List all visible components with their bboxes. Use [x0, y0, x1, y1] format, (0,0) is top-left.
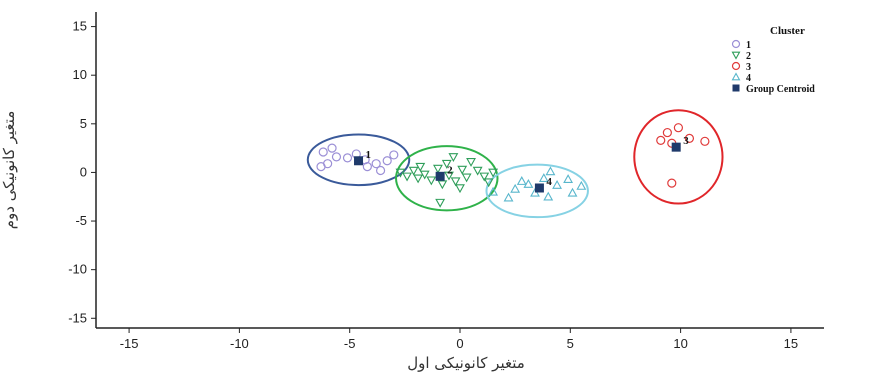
- legend-title: Cluster: [770, 25, 805, 37]
- x-tick-label: 10: [673, 336, 687, 351]
- y-tick-label: -15: [68, 310, 87, 325]
- cluster-2-point: [408, 166, 419, 176]
- y-tick-label: 0: [80, 164, 87, 179]
- cluster-1-point: [318, 147, 328, 157]
- cluster-2-point: [444, 171, 454, 181]
- cluster-3-point: [700, 136, 710, 146]
- cluster-4-point: [576, 180, 587, 190]
- cluster-4-point: [488, 186, 499, 196]
- cluster-3-point: [656, 135, 666, 145]
- cluster-4-point: [552, 179, 563, 189]
- cluster-2-point: [448, 153, 459, 163]
- cluster-2-point: [433, 164, 443, 174]
- cluster-2-point: [455, 184, 465, 194]
- cluster-2-point: [450, 177, 461, 187]
- cluster-4-point: [538, 173, 549, 183]
- y-tick-label: -10: [68, 262, 87, 277]
- cluster-1-centroid-label: 1: [366, 149, 372, 161]
- cluster-4-centroid: [534, 183, 544, 193]
- cluster-2-point: [402, 172, 412, 182]
- cluster-4-point: [563, 174, 574, 183]
- x-tick-label: -5: [344, 336, 356, 351]
- cluster-4-point: [516, 176, 527, 185]
- y-tick-label: -5: [75, 213, 87, 228]
- legend-marker-4: [731, 72, 741, 81]
- legend-marker-1: [731, 39, 741, 49]
- cluster-3-centroid: [671, 142, 681, 152]
- cluster-2-point: [426, 176, 437, 186]
- cluster-ellipses: [306, 109, 724, 219]
- cluster-1-point: [389, 150, 399, 160]
- cluster-2-point: [437, 180, 448, 190]
- y-axis-title: متغیر کانونیکی دوم: [0, 111, 18, 229]
- y-tick-label: 10: [73, 67, 87, 82]
- legend-label: 4: [746, 73, 751, 84]
- cluster-3-point: [684, 133, 695, 143]
- cluster-2-point: [472, 166, 483, 176]
- cluster-1-point: [371, 159, 381, 169]
- x-tick-label: 5: [567, 336, 574, 351]
- cluster-4-point: [523, 178, 534, 188]
- cluster-4-point: [510, 183, 521, 193]
- cluster-3-point: [667, 178, 677, 188]
- legend-label: 1: [746, 40, 751, 51]
- cluster-1-point: [323, 159, 333, 169]
- legend-marker-Group Centroid: [732, 84, 740, 92]
- cluster-4-ellipse: [485, 163, 589, 219]
- cluster-2-point: [488, 168, 499, 178]
- cluster-4-point: [567, 187, 578, 197]
- cluster-2-point: [461, 173, 472, 183]
- x-tick-label: -15: [120, 336, 139, 351]
- cluster-4-point: [543, 191, 554, 201]
- cluster-4-point: [545, 166, 556, 176]
- cluster-2-point: [483, 178, 494, 188]
- cluster-1-point: [342, 153, 353, 163]
- cluster-3-point: [662, 127, 672, 138]
- y-tick-label: 15: [73, 19, 87, 34]
- x-tick-label: -10: [230, 336, 249, 351]
- cluster-4-point: [503, 192, 514, 202]
- axis-ticks: -15 -10 -5 0 5 10 15 15 10 5 0 -5 -10 -15: [68, 19, 798, 351]
- cluster-3-ellipse: [633, 109, 724, 205]
- cluster-2-point: [457, 165, 468, 175]
- x-axis-title: متغیر کانونیکی اول: [407, 354, 525, 372]
- cluster-1-centroid: [354, 156, 364, 166]
- cluster-2-centroid: [435, 171, 445, 181]
- cluster-2-point: [435, 198, 446, 208]
- cluster-1-point: [362, 161, 372, 172]
- cluster-2-ellipse: [395, 145, 499, 212]
- x-tick-label: 0: [456, 336, 463, 351]
- cluster-2-point: [466, 157, 476, 167]
- cluster-2-point: [413, 174, 424, 184]
- centroids: 1 2 3 4: [354, 135, 689, 193]
- cluster-2-point: [419, 170, 430, 180]
- cluster-1-point: [331, 152, 342, 162]
- legend-label: 2: [746, 51, 751, 62]
- cluster-2-point: [415, 162, 426, 172]
- x-tick-label: 15: [784, 336, 798, 351]
- cluster-4-centroid-label: 4: [546, 176, 552, 188]
- cluster-2-point: [479, 172, 490, 182]
- cluster-1-point: [382, 156, 392, 166]
- cluster-2-point: [441, 159, 452, 169]
- cluster-1-point: [327, 143, 337, 153]
- legend-marker-3: [731, 61, 741, 71]
- legend-label: 3: [746, 62, 751, 73]
- cluster-3-point: [673, 123, 684, 133]
- cluster-1-ellipse: [306, 133, 411, 187]
- cluster-3-centroid-label: 3: [683, 135, 689, 147]
- cluster-1-point: [375, 165, 386, 176]
- cluster-2-centroid-label: 2: [447, 164, 453, 176]
- y-tick-label: 5: [80, 116, 87, 131]
- legend-label: Group Centroid: [746, 84, 815, 95]
- legend-marker-2: [731, 51, 741, 60]
